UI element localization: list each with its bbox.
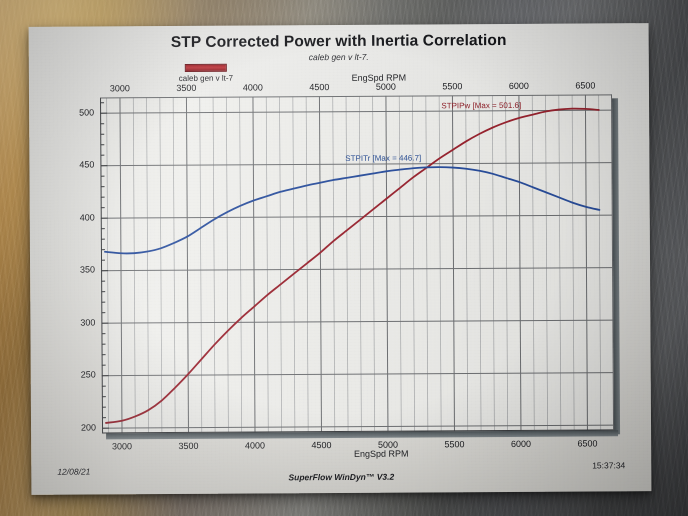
x-axis-tick-label-top: 5500 [442,81,463,92]
plot-area [100,94,621,440]
x-axis-tick-label-top: 3500 [176,82,197,93]
x-axis-tick-label-top: 3000 [109,83,130,94]
x-axis-tick-label-bottom: 6500 [577,438,598,449]
y-axis-tick-label: 450 [79,159,95,170]
footer-application: SuperFlow WinDyn™ V3.2 [288,471,395,483]
dyno-printout-sheet: STP Corrected Power with Inertia Correla… [28,23,652,495]
x-axis-tick-label-top: 5000 [375,81,396,92]
x-axis-tick-label-bottom: 6000 [510,438,532,449]
chart-gridlines [100,94,615,434]
annotation-stpipw-max: STPIPw [Max = 501.6] [441,100,522,111]
x-axis-tick-label-bottom: 4500 [311,440,332,451]
annotation-stpitr-max: STPITr [Max = 446.7] [345,153,422,163]
y-axis-tick-label: 350 [79,264,96,275]
legend-swatch-icon [184,63,227,72]
x-axis-tick-label-bottom: 5000 [377,439,399,450]
x-axis-tick-label-top: 4000 [242,82,263,93]
y-axis-tick-label: 300 [80,317,96,328]
y-axis-tick-label: 400 [79,212,95,223]
plot-frame [100,94,615,434]
x-axis-tick-label-bottom: 3500 [178,440,199,451]
x-axis-tick-label-bottom: 3000 [111,441,133,452]
legend: caleb gen v lt-7 [151,63,261,83]
y-axis-tick-label: 250 [80,369,96,380]
chart-curves [104,107,601,424]
y-axis-tick-label: 200 [80,422,97,433]
footer-time: 15:37:34 [592,460,626,471]
x-axis-tick-label-top: 6500 [575,80,596,91]
x-axis-tick-label-bottom: 5500 [444,439,465,450]
chart-title: STP Corrected Power with Inertia Correla… [170,31,507,52]
x-axis-tick-label-top: 4500 [309,82,330,93]
x-axis-tick-label-top: 6000 [508,80,529,91]
x-axis-tick-label-bottom: 4000 [244,440,266,451]
y-axis-tick-label: 500 [79,107,95,118]
